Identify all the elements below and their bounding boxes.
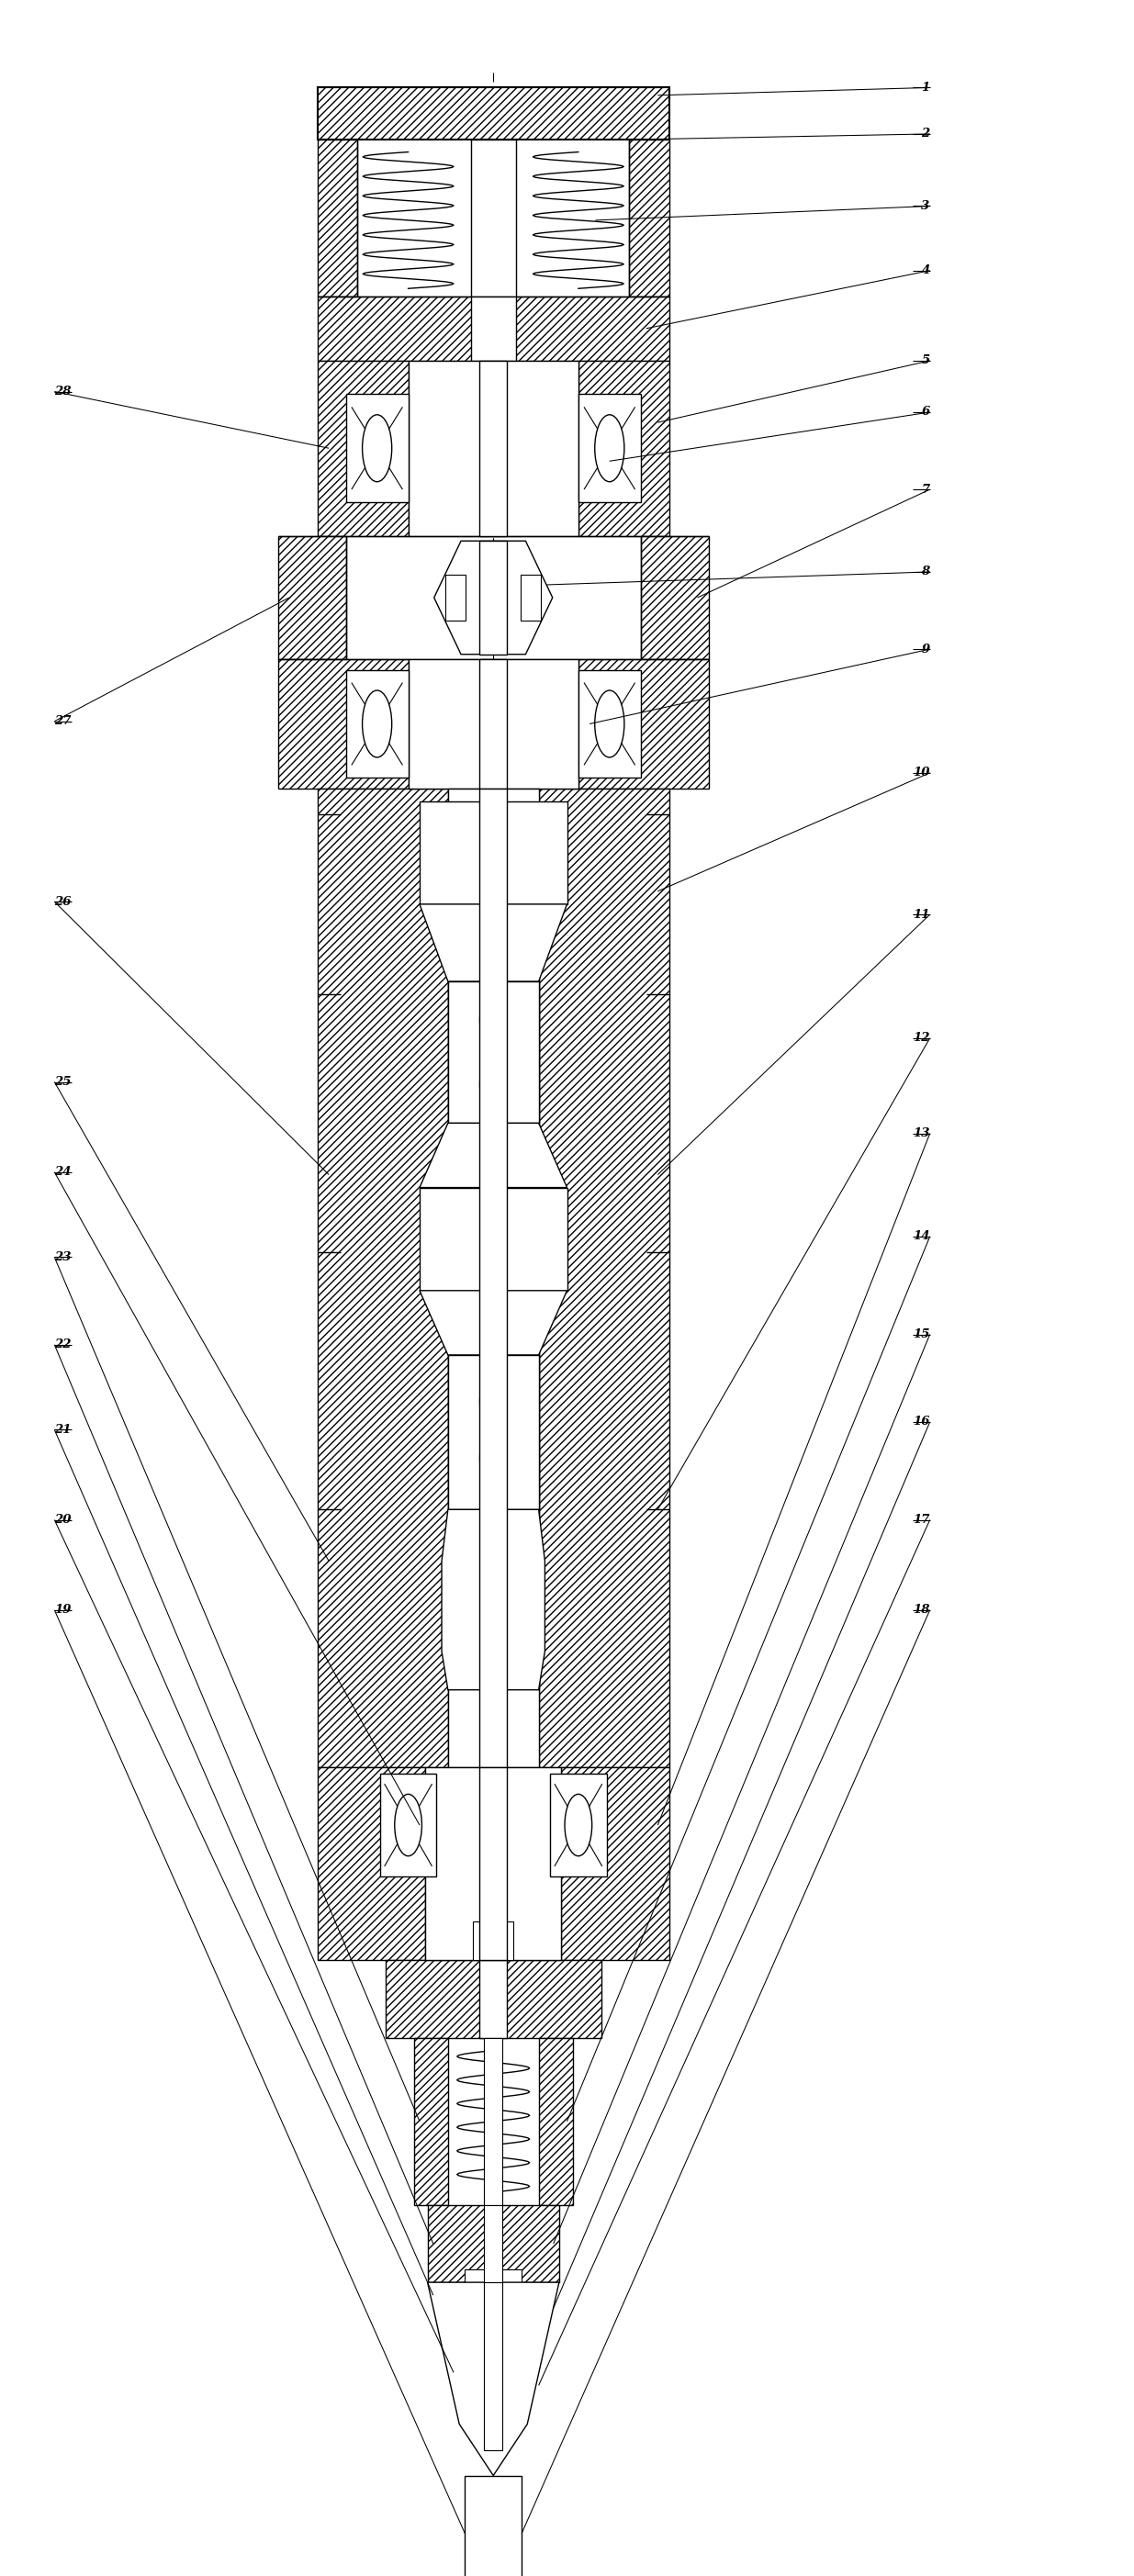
Text: 12: 12 xyxy=(913,1033,930,1043)
Circle shape xyxy=(480,1054,507,1115)
Text: 21: 21 xyxy=(54,1425,71,1435)
Bar xyxy=(480,1960,507,2038)
Bar xyxy=(484,2205,502,2282)
Bar xyxy=(346,670,408,778)
Text: 2: 2 xyxy=(922,129,930,139)
Circle shape xyxy=(594,690,624,757)
Bar xyxy=(471,139,516,296)
Bar xyxy=(448,981,539,1123)
Circle shape xyxy=(480,989,507,1051)
Bar xyxy=(480,788,507,1767)
Circle shape xyxy=(395,1793,422,1855)
Bar xyxy=(578,361,669,536)
Text: 3: 3 xyxy=(922,201,930,211)
Bar xyxy=(446,574,466,621)
Bar xyxy=(386,1960,601,2038)
Bar xyxy=(480,1767,507,1960)
Bar xyxy=(561,1767,669,1960)
Bar xyxy=(420,1188,567,1291)
Bar xyxy=(539,2038,573,2205)
Bar xyxy=(480,541,507,654)
Bar xyxy=(484,2282,502,2450)
Bar xyxy=(465,2476,522,2576)
Polygon shape xyxy=(428,2282,559,2476)
Bar xyxy=(471,296,516,361)
Text: 5: 5 xyxy=(922,355,930,366)
Bar xyxy=(428,2205,559,2282)
Bar xyxy=(318,296,669,361)
Text: 6: 6 xyxy=(922,407,930,417)
Circle shape xyxy=(484,1656,502,1698)
Text: 15: 15 xyxy=(913,1329,930,1340)
Bar xyxy=(480,659,507,788)
Polygon shape xyxy=(420,1291,567,1355)
Text: 4: 4 xyxy=(922,265,930,276)
Bar xyxy=(465,2269,522,2290)
Bar xyxy=(550,1775,607,1878)
Text: 11: 11 xyxy=(913,909,930,920)
Bar xyxy=(318,88,669,139)
Bar xyxy=(629,139,669,296)
Text: 28: 28 xyxy=(54,386,71,397)
Bar xyxy=(380,1775,437,1878)
Bar xyxy=(641,536,709,659)
Bar xyxy=(425,1767,561,1960)
Text: 9: 9 xyxy=(922,644,930,654)
Text: 7: 7 xyxy=(922,484,930,495)
Text: 8: 8 xyxy=(922,567,930,577)
Bar xyxy=(414,2038,448,2205)
Text: 27: 27 xyxy=(54,716,71,726)
Bar xyxy=(578,659,709,788)
Bar xyxy=(484,2038,502,2205)
Text: 20: 20 xyxy=(54,1515,71,1525)
Polygon shape xyxy=(434,541,552,654)
Circle shape xyxy=(480,1427,507,1489)
Circle shape xyxy=(565,1793,592,1855)
Bar xyxy=(318,788,448,1767)
Bar xyxy=(578,670,641,778)
Polygon shape xyxy=(442,1510,544,1690)
Bar xyxy=(278,536,346,659)
Circle shape xyxy=(363,415,392,482)
Text: 19: 19 xyxy=(54,1605,71,1615)
Text: 13: 13 xyxy=(913,1128,930,1139)
Text: 23: 23 xyxy=(54,1252,71,1262)
Bar xyxy=(578,394,641,502)
Bar xyxy=(346,394,408,502)
Bar xyxy=(521,574,541,621)
Circle shape xyxy=(594,415,624,482)
Circle shape xyxy=(480,1370,507,1432)
Text: 25: 25 xyxy=(54,1077,71,1087)
Bar xyxy=(473,1922,514,1960)
Text: 22: 22 xyxy=(54,1340,71,1350)
Bar xyxy=(408,659,578,788)
Text: 1: 1 xyxy=(922,82,930,93)
Polygon shape xyxy=(420,1123,567,1188)
Bar xyxy=(318,1767,425,1960)
Bar xyxy=(539,788,669,1767)
Text: 18: 18 xyxy=(913,1605,930,1615)
Bar xyxy=(318,361,408,536)
Text: 26: 26 xyxy=(54,896,71,907)
Text: 10: 10 xyxy=(913,768,930,778)
Text: 14: 14 xyxy=(913,1231,930,1242)
Text: 17: 17 xyxy=(913,1515,930,1525)
Polygon shape xyxy=(420,904,567,981)
Circle shape xyxy=(363,690,392,757)
Bar xyxy=(448,788,539,1767)
Bar xyxy=(448,1355,539,1510)
Bar xyxy=(278,659,408,788)
Bar xyxy=(408,361,578,536)
Text: 16: 16 xyxy=(913,1417,930,1427)
Bar xyxy=(480,361,507,536)
Bar xyxy=(420,801,567,904)
Bar xyxy=(318,139,357,296)
Text: 24: 24 xyxy=(54,1167,71,1177)
